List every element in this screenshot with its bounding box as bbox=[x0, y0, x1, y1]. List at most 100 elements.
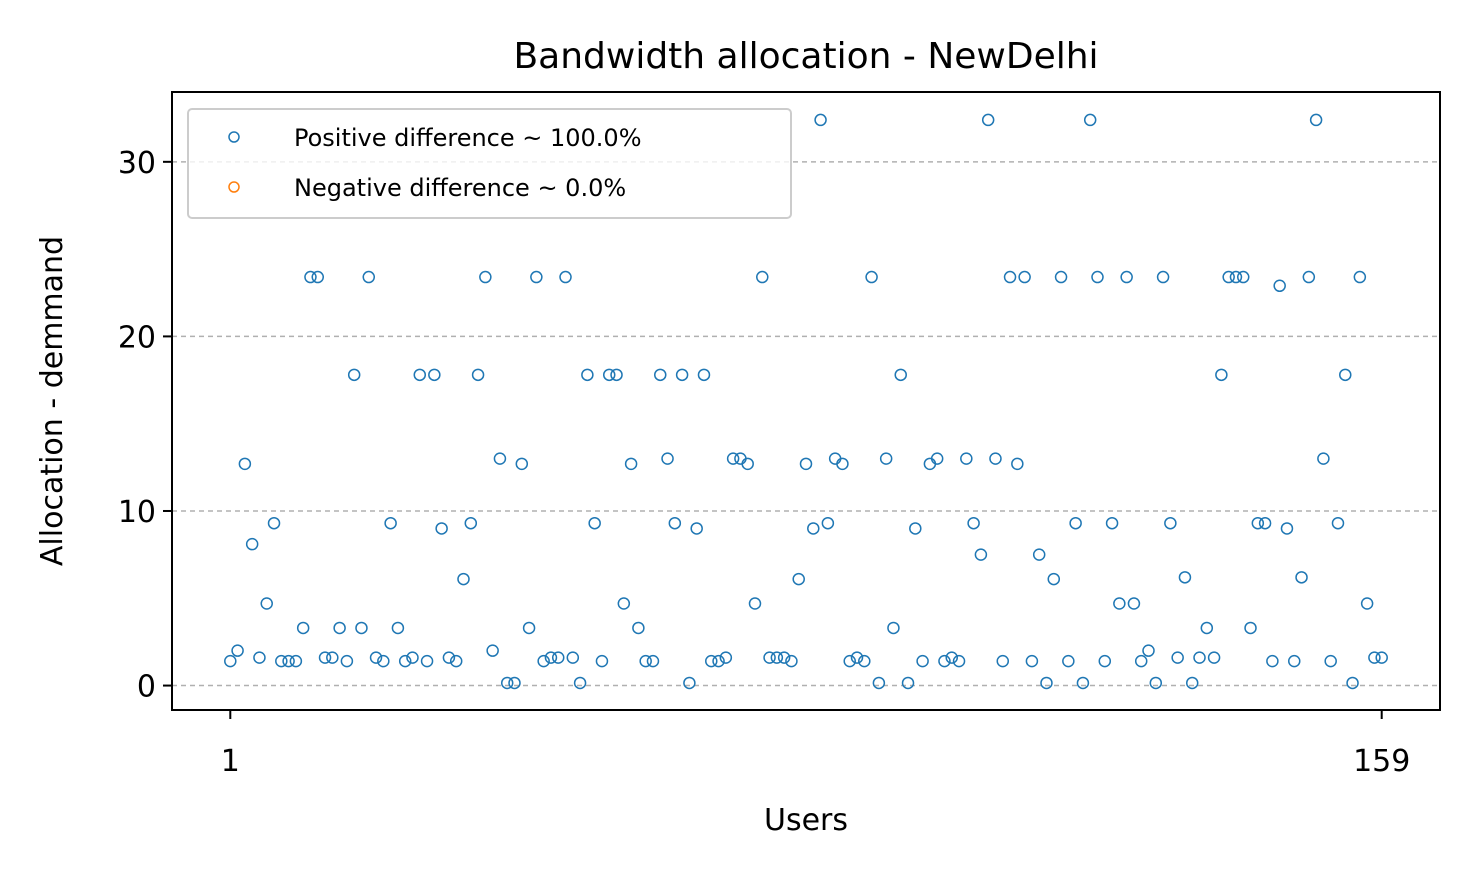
data-point-positive bbox=[573, 676, 587, 690]
data-point-positive bbox=[245, 537, 259, 551]
data-point-positive bbox=[726, 452, 740, 465]
data-point-positive bbox=[865, 270, 878, 284]
data-point-positive bbox=[435, 522, 448, 535]
data-point-positive bbox=[828, 452, 842, 465]
data-point-positive bbox=[1185, 676, 1199, 690]
data-point-positive bbox=[807, 522, 820, 535]
data-point-positive bbox=[1047, 572, 1061, 586]
data-point-positive bbox=[719, 651, 733, 664]
data-point-positive bbox=[1309, 113, 1323, 127]
y-axis-label: Allocation - demmand bbox=[35, 236, 70, 566]
data-point-positive bbox=[1266, 654, 1279, 668]
data-point-positive bbox=[814, 113, 827, 127]
data-point-positive bbox=[872, 676, 886, 690]
data-point-positive bbox=[224, 654, 237, 668]
x-axis-label: Users bbox=[764, 803, 848, 838]
data-point-positive bbox=[1011, 457, 1024, 471]
data-point-positive bbox=[544, 651, 558, 664]
legend-box bbox=[187, 108, 792, 219]
data-point-positive bbox=[304, 270, 317, 284]
data-point-positive bbox=[1368, 651, 1381, 664]
data-point-positive bbox=[1339, 368, 1352, 382]
data-point-positive bbox=[1360, 597, 1374, 610]
legend-label-negative: Negative difference ~ 0.0% bbox=[294, 174, 626, 202]
data-point-positive bbox=[1040, 676, 1053, 690]
data-point-positive bbox=[369, 651, 383, 664]
data-point-positive bbox=[355, 621, 368, 635]
data-point-positive bbox=[1076, 676, 1090, 690]
data-point-positive bbox=[449, 654, 463, 668]
data-point-positive bbox=[602, 368, 616, 382]
data-point-positive bbox=[1142, 644, 1155, 657]
data-point-positive bbox=[347, 368, 361, 382]
data-point-positive bbox=[690, 522, 703, 535]
data-point-positive bbox=[384, 516, 397, 530]
data-point-positive bbox=[1215, 368, 1228, 382]
data-point-positive bbox=[1331, 516, 1345, 530]
data-point-positive bbox=[595, 654, 609, 668]
data-point-positive bbox=[792, 572, 805, 586]
data-point-positive bbox=[1113, 597, 1126, 610]
data-point-positive bbox=[1222, 270, 1235, 284]
y-tick-label: 20 bbox=[118, 320, 156, 355]
data-point-positive bbox=[1375, 651, 1388, 664]
data-point-positive bbox=[1324, 654, 1337, 668]
legend-label-positive: Positive difference ~ 100.0% bbox=[294, 124, 642, 152]
data-point-positive bbox=[260, 597, 273, 610]
x-tick-label: 1 bbox=[221, 744, 240, 779]
data-point-positive bbox=[916, 654, 929, 668]
data-point-positive bbox=[1207, 651, 1221, 664]
data-point-positive bbox=[318, 651, 332, 664]
data-point-positive bbox=[420, 654, 434, 668]
y-tick-label: 10 bbox=[118, 495, 156, 530]
data-point-positive bbox=[654, 368, 667, 382]
data-point-positive bbox=[668, 516, 682, 530]
data-point-positive bbox=[1171, 651, 1184, 664]
data-point-positive bbox=[1193, 651, 1206, 664]
data-point-positive bbox=[617, 597, 631, 610]
data-point-positive bbox=[1105, 516, 1119, 530]
data-point-positive bbox=[748, 597, 762, 610]
data-point-positive bbox=[413, 368, 427, 382]
data-point-positive bbox=[398, 654, 412, 668]
data-point-positive bbox=[1302, 270, 1316, 284]
data-point-positive bbox=[1149, 676, 1163, 690]
data-point-positive bbox=[231, 644, 244, 657]
data-point-positive bbox=[894, 368, 907, 382]
data-point-positive bbox=[777, 651, 791, 664]
data-point-positive bbox=[289, 654, 303, 668]
data-point-positive bbox=[843, 654, 856, 668]
data-point-positive bbox=[551, 651, 565, 664]
data-point-positive bbox=[377, 654, 390, 668]
legend-marker-positive bbox=[228, 131, 240, 143]
data-point-positive bbox=[879, 452, 893, 465]
data-point-positive bbox=[858, 654, 871, 668]
data-point-positive bbox=[442, 651, 456, 664]
data-point-positive bbox=[646, 654, 660, 668]
data-point-positive bbox=[1120, 270, 1133, 284]
data-point-positive bbox=[697, 368, 711, 382]
data-point-positive bbox=[296, 621, 310, 635]
data-point-positive bbox=[588, 516, 601, 530]
data-point-positive bbox=[887, 621, 900, 635]
data-point-positive bbox=[464, 516, 478, 530]
data-point-positive bbox=[821, 516, 835, 530]
data-point-positive bbox=[850, 651, 864, 664]
data-point-positive bbox=[1127, 597, 1141, 610]
legend-marker-negative bbox=[228, 181, 240, 193]
data-point-positive bbox=[981, 113, 995, 127]
data-point-positive bbox=[486, 644, 499, 657]
data-point-positive bbox=[1091, 270, 1104, 284]
chart-title: Bandwidth allocation - NewDelhi bbox=[513, 36, 1098, 77]
data-point-positive bbox=[1156, 270, 1170, 284]
data-point-positive bbox=[734, 452, 747, 465]
data-point-positive bbox=[471, 368, 485, 382]
data-point-positive bbox=[756, 270, 769, 284]
data-point-positive bbox=[457, 572, 470, 586]
data-point-positive bbox=[1083, 113, 1097, 127]
data-point-positive bbox=[610, 368, 623, 382]
data-point-positive bbox=[1229, 270, 1243, 284]
data-point-positive bbox=[624, 457, 638, 471]
data-point-positive bbox=[391, 621, 405, 635]
data-point-positive bbox=[515, 457, 529, 471]
